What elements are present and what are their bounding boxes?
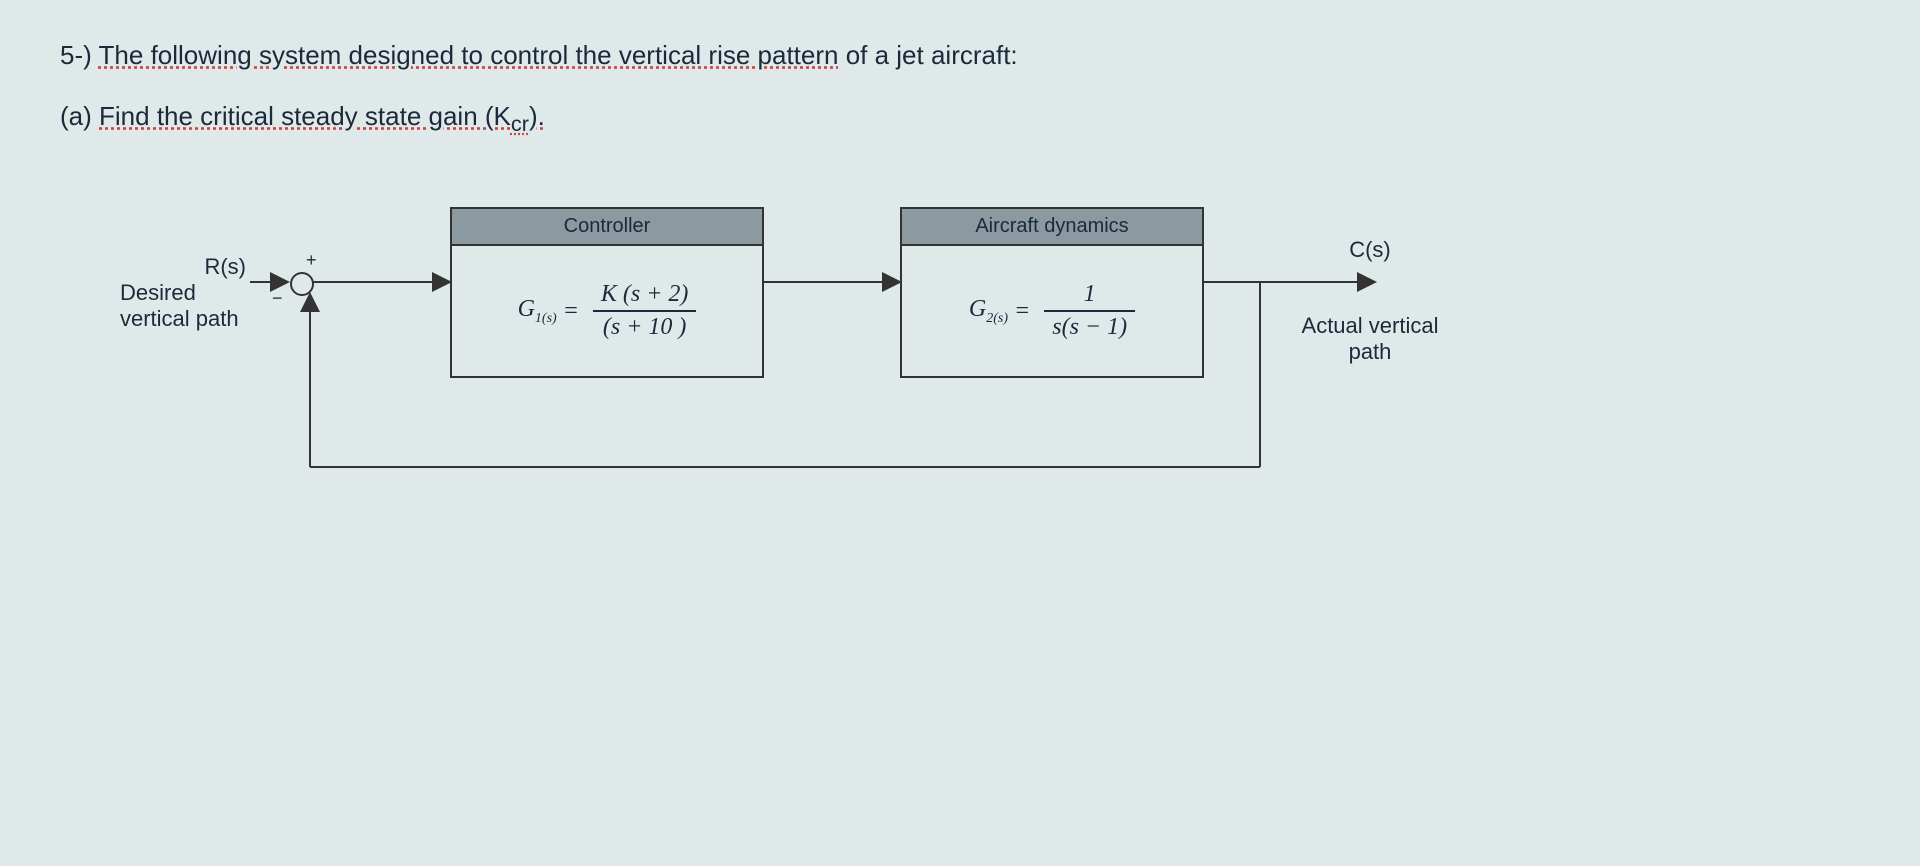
aircraft-tf-name: G2(s) — [969, 296, 1008, 327]
controller-tf-name: G1(s) — [518, 296, 557, 327]
subq-sub: cr — [511, 111, 529, 136]
output-desc: Actual vertical path — [1300, 313, 1440, 365]
question-plain: of a jet aircraft: — [838, 40, 1017, 70]
subquestion-text: (a) Find the critical steady state gain … — [60, 101, 1860, 137]
input-label: R(s) Desired vertical path — [120, 254, 250, 332]
summing-minus: − — [272, 288, 283, 309]
aircraft-den: s(s − 1) — [1044, 312, 1135, 341]
input-desc: Desired vertical path — [120, 280, 250, 332]
aircraft-num: 1 — [1044, 281, 1135, 312]
block-diagram: R(s) Desired vertical path + − Controlle… — [180, 187, 1480, 587]
aircraft-body: G2(s) = 1 s(s − 1) — [902, 246, 1202, 376]
input-signal: R(s) — [120, 254, 250, 280]
aircraft-block: Aircraft dynamics G2(s) = 1 s(s − 1) — [900, 207, 1204, 378]
controller-num: K (s + 2) — [593, 281, 697, 312]
controller-den: (s + 10 ) — [593, 312, 697, 341]
question-text: 5-) The following system designed to con… — [60, 40, 1860, 71]
subq-label: (a) — [60, 101, 92, 131]
aircraft-header: Aircraft dynamics — [902, 209, 1202, 246]
controller-body: G1(s) = K (s + 2) (s + 10 ) — [452, 246, 762, 376]
question-number: 5-) — [60, 40, 92, 70]
aircraft-fraction: 1 s(s − 1) — [1044, 281, 1135, 341]
summing-junction — [290, 272, 314, 296]
output-signal: C(s) — [1300, 237, 1440, 263]
subq-end: ). — [529, 101, 545, 131]
output-label: C(s) Actual vertical path — [1300, 237, 1440, 365]
controller-block: Controller G1(s) = K (s + 2) (s + 10 ) — [450, 207, 764, 378]
controller-header: Controller — [452, 209, 762, 246]
diagram-arrows — [180, 187, 1480, 587]
controller-fraction: K (s + 2) (s + 10 ) — [593, 281, 697, 341]
subq-text: Find the critical steady state gain (K — [99, 101, 511, 131]
summing-plus: + — [306, 250, 317, 271]
question-underlined: The following system designed to control… — [99, 40, 839, 70]
